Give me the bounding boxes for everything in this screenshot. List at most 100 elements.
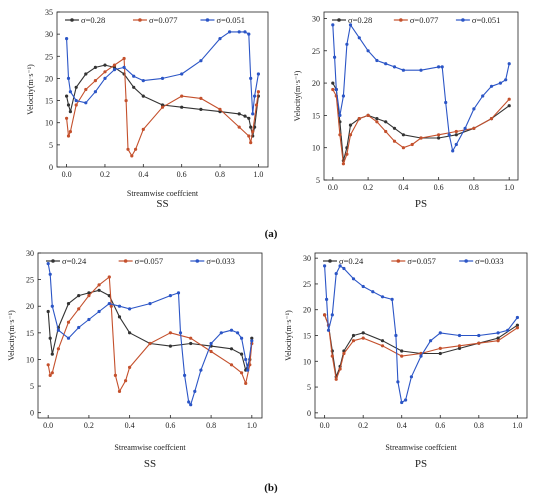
- data-point: [247, 32, 251, 36]
- data-point: [229, 363, 234, 367]
- data-point: [189, 341, 193, 346]
- data-point: [250, 336, 254, 340]
- x-tick-label: 1.0: [247, 421, 257, 430]
- data-point: [199, 59, 203, 63]
- data-point: [384, 62, 388, 66]
- data-point: [325, 297, 329, 301]
- data-point: [250, 339, 254, 343]
- data-point: [401, 133, 405, 137]
- data-point: [357, 117, 361, 121]
- series-line: [332, 24, 510, 152]
- panel-caption: SS: [144, 458, 156, 470]
- data-point: [68, 130, 72, 134]
- data-point: [249, 125, 253, 129]
- figure-label-a: (a): [265, 228, 278, 240]
- panel-caption: PS: [415, 458, 427, 470]
- data-point: [331, 81, 335, 85]
- data-point: [396, 380, 400, 384]
- data-point: [126, 147, 130, 151]
- legend-entry: σ=0.051: [472, 15, 501, 25]
- y-tick-label: 5: [49, 141, 53, 150]
- data-point: [243, 30, 247, 34]
- data-point: [74, 99, 78, 103]
- data-point: [438, 351, 442, 356]
- x-tick-label: 0.4: [125, 421, 135, 430]
- data-point: [251, 112, 255, 116]
- data-point: [331, 23, 335, 27]
- data-point: [348, 133, 353, 137]
- legend-marker: [399, 18, 403, 22]
- data-point: [84, 87, 88, 92]
- y-tick-label: 30: [303, 254, 311, 263]
- data-point: [66, 103, 71, 107]
- data-point: [384, 129, 388, 134]
- x-tick-label: 0.2: [84, 421, 94, 430]
- data-point: [112, 65, 117, 69]
- legend-marker: [205, 18, 210, 22]
- data-point: [394, 333, 398, 338]
- data-point: [351, 277, 356, 281]
- data-point: [256, 90, 260, 94]
- data-point: [180, 94, 184, 98]
- data-point: [437, 65, 441, 69]
- data-point: [326, 328, 331, 332]
- data-point: [477, 341, 481, 345]
- data-point: [199, 96, 203, 100]
- data-point: [496, 339, 500, 343]
- data-point: [97, 309, 101, 314]
- data-point: [189, 403, 193, 407]
- x-tick-label: 0.2: [358, 421, 368, 430]
- y-tick-label: 20: [303, 306, 311, 315]
- data-point: [515, 326, 520, 330]
- y-tick-label: 10: [303, 357, 311, 366]
- data-point: [357, 36, 361, 40]
- chart-ps-b: 0 5 10 15 20 25 30 0.0 0.2 0.4 0.6 0.8 1.0 Streamwise…: [284, 252, 528, 470]
- legend-entry: σ=0.051: [216, 15, 245, 25]
- x-tick-label: 0.8: [206, 421, 216, 430]
- x-tick-label: 0.6: [435, 421, 445, 430]
- data-point: [48, 373, 52, 377]
- data-point: [178, 331, 183, 335]
- data-point: [419, 136, 423, 140]
- y-tick-label: 10: [45, 119, 53, 128]
- data-point: [66, 302, 71, 306]
- legend-entry: σ=0.28: [81, 15, 105, 25]
- data-point: [338, 367, 342, 371]
- data-point: [351, 339, 356, 343]
- data-point: [515, 315, 520, 320]
- legend-marker: [461, 18, 465, 22]
- data-point: [134, 147, 138, 151]
- data-point: [447, 133, 451, 137]
- data-point: [122, 56, 126, 61]
- data-point: [117, 315, 122, 319]
- data-point: [103, 76, 107, 80]
- x-tick-label: 0.0: [62, 170, 72, 179]
- data-point: [168, 294, 172, 298]
- data-point: [46, 309, 50, 314]
- data-point: [180, 105, 184, 109]
- data-point: [183, 373, 187, 377]
- data-point: [330, 313, 334, 317]
- data-point: [48, 272, 52, 276]
- data-point: [351, 333, 356, 338]
- y-tick-label: 25: [26, 276, 34, 285]
- data-point: [46, 262, 50, 266]
- y-tick-label: 15: [312, 111, 320, 120]
- data-point: [348, 23, 353, 27]
- y-tick-label: 10: [26, 355, 34, 364]
- x-tick-label: 0.4: [397, 421, 407, 430]
- data-point: [97, 288, 101, 292]
- series-line: [332, 89, 510, 165]
- data-point: [180, 72, 184, 76]
- x-tick-label: 0.4: [138, 170, 148, 179]
- data-point: [419, 68, 423, 72]
- data-point: [244, 381, 248, 385]
- data-point: [48, 336, 52, 340]
- data-point: [56, 347, 61, 351]
- data-point: [438, 331, 442, 335]
- y-tick-label: 5: [30, 382, 34, 391]
- x-tick-label: 0.0: [320, 421, 330, 430]
- y-axis-label: Velocity(m·s⁻¹): [7, 310, 16, 361]
- data-point: [392, 126, 397, 130]
- x-tick-label: 0.4: [398, 183, 408, 192]
